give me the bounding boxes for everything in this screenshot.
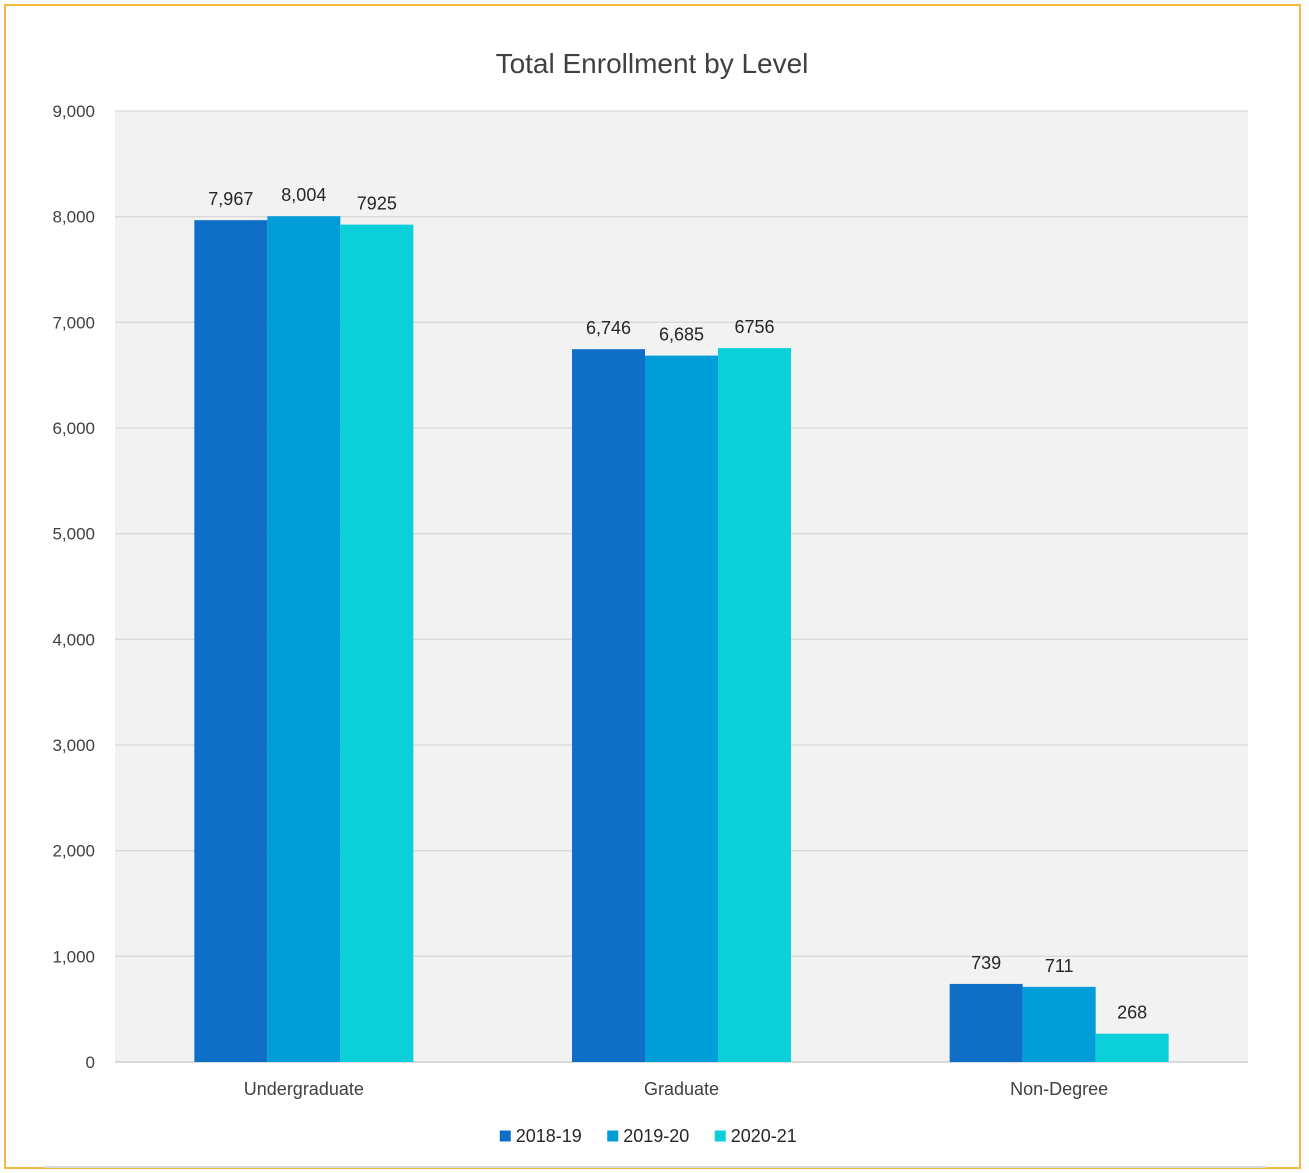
- data-label: 6756: [734, 317, 774, 337]
- legend-label: 2019-20: [623, 1126, 689, 1146]
- bar[interactable]: [572, 349, 645, 1062]
- bar[interactable]: [1022, 986, 1096, 1062]
- plot-area: 0 1,000 2,000 3,000 4,000 5,000 6,000 7,000 8,00…: [52, 102, 1248, 1099]
- legend-swatch: [714, 1130, 726, 1142]
- y-tick-label: 7,000: [52, 313, 95, 332]
- legend-label: 2018-19: [516, 1126, 582, 1146]
- bar[interactable]: [194, 220, 268, 1062]
- legend-item[interactable]: 2020-21: [714, 1126, 797, 1146]
- bar[interactable]: [949, 983, 1023, 1062]
- y-tick-label: 2,000: [52, 842, 95, 861]
- data-label: 6,685: [659, 325, 704, 345]
- x-tick-label: Non-Degree: [1010, 1079, 1108, 1099]
- bar[interactable]: [267, 216, 341, 1062]
- bar[interactable]: [1095, 1033, 1169, 1062]
- data-label: 8,004: [281, 185, 326, 205]
- legend-item[interactable]: 2018-19: [499, 1126, 582, 1146]
- bottom-divider: [44, 1166, 1266, 1168]
- data-label: 268: [1117, 1003, 1147, 1023]
- data-label: 7,967: [208, 189, 253, 209]
- y-tick-label: 8,000: [52, 208, 95, 227]
- y-tick-label: 3,000: [52, 736, 95, 755]
- x-tick-label: Undergraduate: [244, 1079, 364, 1099]
- y-tick-label: 0: [86, 1053, 95, 1072]
- legend: 2018-19 2019-20 2020-21: [499, 1126, 797, 1146]
- y-tick-label: 6,000: [52, 419, 95, 438]
- y-tick-label: 4,000: [52, 630, 95, 649]
- data-label: 711: [1045, 956, 1074, 976]
- legend-swatch: [499, 1130, 511, 1142]
- y-tick-label: 1,000: [52, 947, 95, 966]
- data-label: 6,746: [586, 318, 631, 338]
- bar[interactable]: [645, 355, 718, 1062]
- legend-item[interactable]: 2019-20: [607, 1126, 689, 1146]
- x-tick-label: Graduate: [644, 1079, 719, 1099]
- bar[interactable]: [718, 348, 791, 1063]
- y-tick-label: 9,000: [52, 102, 95, 121]
- y-tick-label: 5,000: [52, 525, 95, 544]
- data-label: 739: [971, 953, 1001, 973]
- chart-title: Total Enrollment by Level: [496, 48, 809, 79]
- legend-swatch: [607, 1130, 619, 1142]
- bar[interactable]: [340, 224, 414, 1062]
- legend-label: 2020-21: [731, 1126, 797, 1146]
- data-label: 7925: [357, 194, 397, 214]
